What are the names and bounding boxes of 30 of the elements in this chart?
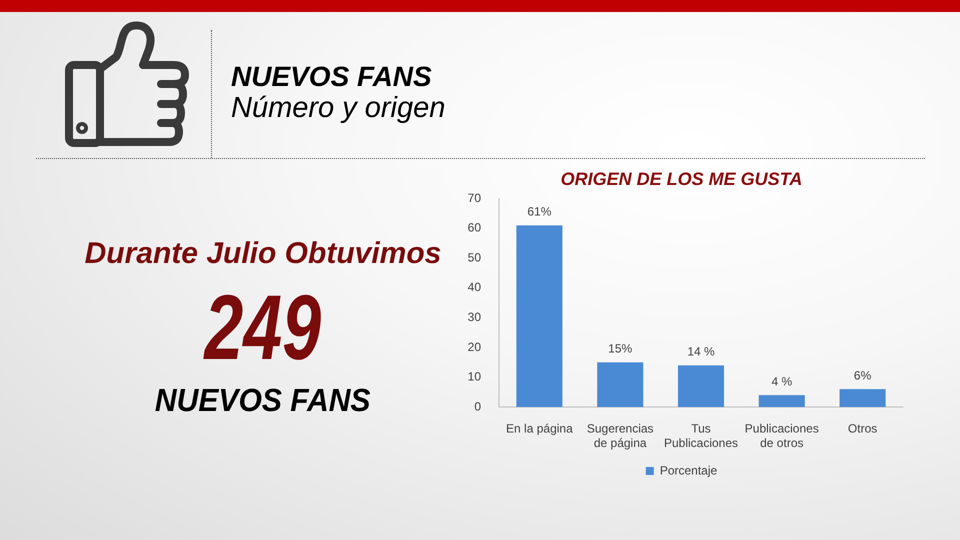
y-tick-label: 0 <box>474 399 482 414</box>
x-tick-label: En la página <box>506 422 574 436</box>
x-tick-label: Sugerencias de página <box>586 422 654 450</box>
y-tick-label: 40 <box>468 280 482 294</box>
y-tick-label: 30 <box>468 310 482 324</box>
bar <box>678 365 724 407</box>
bar <box>758 395 805 407</box>
x-tick-label: Otros <box>848 422 878 436</box>
text: NUEVOS FANS <box>155 382 371 418</box>
y-tick-label: 60 <box>468 220 482 235</box>
text: Número y origen <box>231 92 446 125</box>
text: NUEVOS FANS <box>231 61 432 92</box>
data-label: 6% <box>854 368 872 382</box>
bar <box>597 362 644 407</box>
y-tick-label: 70 <box>468 190 482 205</box>
x-tick-label: Tus Publicaciones <box>664 422 738 450</box>
data-label: 4 % <box>771 374 792 388</box>
chart-title: ORIGEN DE LOS ME GUSTA <box>560 168 802 189</box>
data-label: 61% <box>527 204 552 219</box>
text: 249 <box>204 277 322 379</box>
bar <box>840 389 886 407</box>
y-tick-label: 10 <box>468 370 482 384</box>
y-tick-label: 50 <box>468 250 482 264</box>
data-label: 14 % <box>687 344 715 359</box>
text: Durante Julio Obtuvimos <box>84 237 442 270</box>
y-tick-label: 20 <box>468 340 482 354</box>
x-tick-label: Publicaciones de otros <box>744 422 819 450</box>
data-label: 15% <box>608 342 633 356</box>
bar <box>516 225 562 407</box>
legend-label: Porcentaje <box>660 463 718 478</box>
